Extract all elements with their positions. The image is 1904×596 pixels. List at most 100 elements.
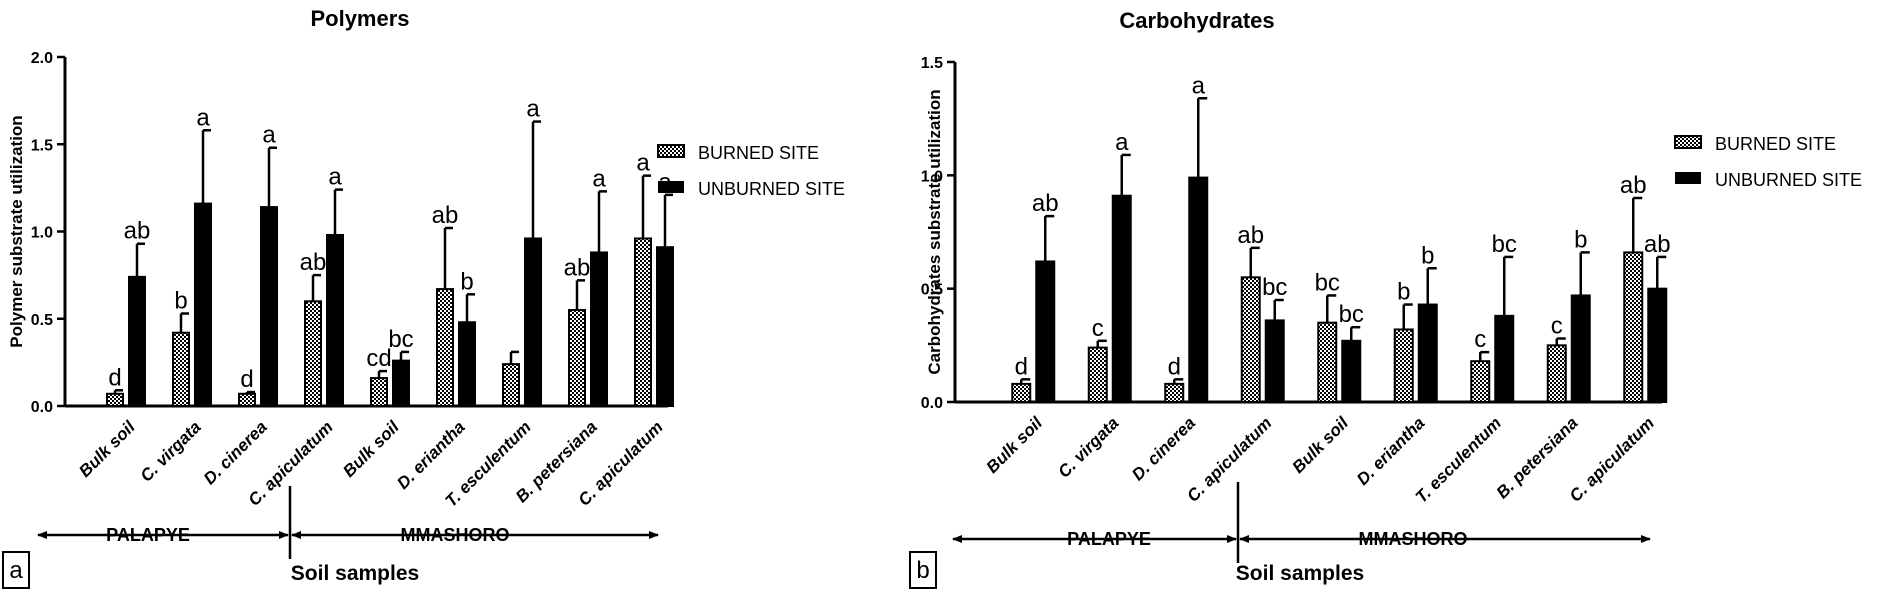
burned-bar (1623, 251, 1644, 403)
x-category-label: Bulk soil (339, 416, 403, 480)
unburned-significance-letter: a (592, 165, 606, 192)
burned-bar (502, 363, 520, 407)
burned-significance-letter: ab (1237, 222, 1264, 249)
unburned-significance-letter: a (196, 104, 210, 131)
unburned-bar (458, 321, 476, 407)
unburned-significance-letter: a (1192, 72, 1206, 99)
unburned-bar (1188, 176, 1209, 403)
y-tick-label: 1.5 (31, 137, 53, 154)
unburned-bar (194, 202, 212, 407)
palapye-label: PALAPYE (106, 525, 190, 545)
y-tick-label: 0.0 (921, 395, 943, 412)
legend-burned-label: BURNED SITE (698, 143, 819, 163)
unburned-significance-letter: a (262, 122, 276, 149)
burned-significance-letter: ab (432, 202, 459, 229)
legend-unburned-swatch (1675, 172, 1701, 184)
unburned-bar (1341, 339, 1362, 403)
burned-significance-letter: c (1474, 326, 1486, 353)
burned-bar (568, 309, 586, 407)
y-tick-label: 0.5 (921, 282, 943, 299)
burned-bar (106, 392, 124, 408)
burned-significance-letter: ab (300, 249, 327, 276)
unburned-significance-letter: b (460, 268, 473, 295)
x-category-label: D. cinerea (200, 417, 271, 488)
y-axis-title: Polymer substrate utilization (7, 115, 26, 347)
polymers-chart: Polymers 0.0 0.5 1.0 1.5 2.0 Polymer substrate… (2, 6, 845, 589)
x-category-label: D. eriantha (1353, 413, 1429, 489)
chart-title: Polymers (310, 6, 409, 31)
burned-bar (1317, 321, 1338, 403)
burned-bar (1393, 328, 1414, 404)
burned-bar (304, 300, 322, 407)
unburned-significance-letter: a (328, 164, 342, 191)
burned-bar (172, 331, 190, 407)
burned-bar (1011, 382, 1032, 404)
burned-bar (1546, 344, 1567, 404)
y-axis-title: Carbohydrates substrate utilization (925, 89, 944, 374)
unburned-significance-letter: ab (1644, 231, 1671, 258)
panel-label-box (2, 551, 30, 589)
unburned-significance-letter: a (1115, 129, 1129, 156)
burned-significance-letter: d (108, 364, 121, 391)
legend-burned-swatch (1674, 135, 1702, 149)
panel-label: a (9, 557, 23, 584)
unburned-bar (1035, 260, 1056, 404)
unburned-bar (1264, 319, 1285, 403)
burned-bar (1470, 360, 1491, 404)
unburned-bar (392, 359, 410, 408)
x-category-label: Bulk soil (983, 412, 1047, 476)
x-axis-title: Soil samples (291, 562, 419, 585)
burned-bar (370, 377, 388, 407)
unburned-bar (260, 206, 278, 407)
unburned-bar (590, 251, 608, 407)
unburned-bar (128, 275, 146, 407)
burned-significance-letter: d (1168, 353, 1181, 380)
chart-title: Carbohydrates (1119, 8, 1274, 33)
legend-unburned-swatch (658, 181, 684, 193)
x-category-label: Bulk soil (75, 416, 139, 480)
legend-burned-swatch (657, 144, 685, 158)
x-category-label: C. virgata (137, 417, 205, 485)
unburned-bar (326, 233, 344, 407)
unburned-significance-letter: ab (1032, 190, 1059, 217)
burned-bar (238, 392, 256, 408)
burned-bar (1240, 276, 1261, 404)
mmashoro-label: MMASHORO (1359, 529, 1468, 549)
unburned-bar (1111, 194, 1132, 403)
burned-significance-letter: ab (1620, 172, 1647, 199)
unburned-bar (1417, 303, 1438, 403)
y-tick-label: 2.0 (31, 50, 53, 67)
burned-significance-letter: a (636, 150, 650, 177)
x-axis-title: Soil samples (1236, 562, 1364, 585)
unburned-significance-letter: bc (1492, 231, 1517, 258)
burned-significance-letter: d (240, 366, 253, 393)
burned-bar (436, 288, 454, 407)
burned-significance-letter: ab (564, 254, 591, 281)
burned-bar (1087, 346, 1108, 404)
y-tick-label: 1.0 (31, 225, 53, 242)
panel-label-box (909, 551, 937, 589)
unburned-bar (1570, 294, 1591, 404)
unburned-significance-letter: bc (1339, 301, 1364, 328)
burned-significance-letter: bc (1315, 269, 1340, 296)
y-tick-label: 0.0 (31, 399, 53, 416)
unburned-significance-letter: b (1574, 226, 1587, 253)
legend-unburned-label: UNBURNED SITE (698, 179, 845, 199)
panel-label: b (916, 557, 929, 584)
carbohydrates-chart: Carbohydrates 0.0 0.5 1.0 1.5 Carbohydrates s… (909, 8, 1862, 589)
unburned-bar (656, 246, 674, 407)
y-tick-label: 0.5 (31, 312, 53, 329)
legend-burned-label: BURNED SITE (1715, 134, 1836, 154)
unburned-significance-letter: b (1421, 242, 1434, 269)
legend-unburned-label: UNBURNED SITE (1715, 170, 1862, 190)
burned-bar (1164, 382, 1185, 404)
burned-significance-letter: d (1015, 353, 1028, 380)
unburned-significance-letter: ab (124, 218, 151, 245)
burned-significance-letter: b (1397, 279, 1410, 306)
y-tick-label: 1.5 (921, 55, 943, 72)
x-category-label: Bulk soil (1289, 412, 1353, 476)
unburned-significance-letter: bc (1262, 274, 1287, 301)
burned-significance-letter: b (174, 288, 187, 315)
unburned-bar (524, 237, 542, 407)
